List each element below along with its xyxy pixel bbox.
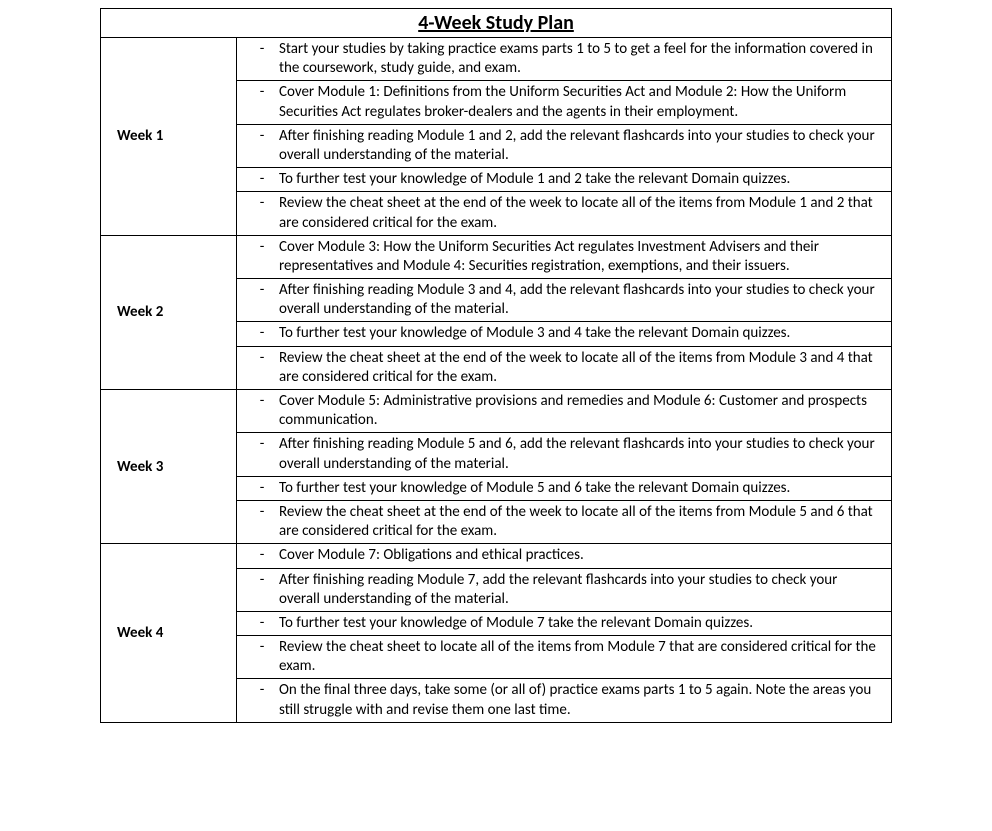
task-text: Review the cheat sheet to locate all of … — [279, 638, 881, 676]
task-text: Review the cheat sheet at the end of the… — [279, 194, 881, 232]
table-row: Week 4-Cover Module 7: Obligations and e… — [101, 544, 892, 568]
task-cell: -Cover Module 3: How the Uniform Securit… — [237, 235, 892, 278]
task-cell: -To further test your knowledge of Modul… — [237, 322, 892, 346]
task-cell: -Cover Module 7: Obligations and ethical… — [237, 544, 892, 568]
task-text: Review the cheat sheet at the end of the… — [279, 349, 881, 387]
bullet-icon: - — [245, 392, 279, 411]
task-cell: -On the final three days, take some (or … — [237, 679, 892, 722]
bullet-icon: - — [245, 83, 279, 102]
bullet-icon: - — [245, 349, 279, 368]
task-text: To further test your knowledge of Module… — [279, 324, 881, 343]
bullet-icon: - — [245, 503, 279, 522]
task-cell: -Review the cheat sheet at the end of th… — [237, 500, 892, 543]
task-text: Start your studies by taking practice ex… — [279, 40, 881, 78]
table-row: Week 3-Cover Module 5: Administrative pr… — [101, 390, 892, 433]
title-row: 4-Week Study Plan — [101, 9, 892, 38]
week-label: Week 3 — [101, 390, 237, 544]
task-text: To further test your knowledge of Module… — [279, 479, 881, 498]
task-cell: -To further test your knowledge of Modul… — [237, 168, 892, 192]
task-text: After finishing reading Module 1 and 2, … — [279, 127, 881, 165]
bullet-icon: - — [245, 281, 279, 300]
table-row: Week 1-Start your studies by taking prac… — [101, 38, 892, 81]
task-text: After finishing reading Module 3 and 4, … — [279, 281, 881, 319]
task-text: Cover Module 5: Administrative provision… — [279, 392, 881, 430]
bullet-icon: - — [245, 681, 279, 700]
week-label: Week 2 — [101, 235, 237, 389]
task-text: To further test your knowledge of Module… — [279, 170, 881, 189]
task-text: To further test your knowledge of Module… — [279, 614, 881, 633]
task-cell: -To further test your knowledge of Modul… — [237, 611, 892, 635]
task-cell: -Review the cheat sheet at the end of th… — [237, 346, 892, 389]
task-cell: -Cover Module 1: Definitions from the Un… — [237, 81, 892, 124]
bullet-icon: - — [245, 194, 279, 213]
task-text: After finishing reading Module 7, add th… — [279, 571, 881, 609]
bullet-icon: - — [245, 546, 279, 565]
task-cell: -Cover Module 5: Administrative provisio… — [237, 390, 892, 433]
task-cell: -After finishing reading Module 5 and 6,… — [237, 433, 892, 476]
task-text: Review the cheat sheet at the end of the… — [279, 503, 881, 541]
bullet-icon: - — [245, 435, 279, 454]
task-text: On the final three days, take some (or a… — [279, 681, 881, 719]
task-cell: -Start your studies by taking practice e… — [237, 38, 892, 81]
task-text: Cover Module 3: How the Uniform Securiti… — [279, 238, 881, 276]
task-cell: -To further test your knowledge of Modul… — [237, 476, 892, 500]
task-cell: -After finishing reading Module 7, add t… — [237, 568, 892, 611]
bullet-icon: - — [245, 479, 279, 498]
bullet-icon: - — [245, 638, 279, 657]
week-label: Week 4 — [101, 544, 237, 723]
task-cell: -After finishing reading Module 1 and 2,… — [237, 124, 892, 167]
task-text: After finishing reading Module 5 and 6, … — [279, 435, 881, 473]
study-plan-page: 4-Week Study Plan Week 1-Start your stud… — [0, 0, 992, 831]
task-cell: -Review the cheat sheet at the end of th… — [237, 192, 892, 235]
study-plan-table: 4-Week Study Plan Week 1-Start your stud… — [100, 8, 892, 723]
table-row: Week 2-Cover Module 3: How the Uniform S… — [101, 235, 892, 278]
bullet-icon: - — [245, 614, 279, 633]
bullet-icon: - — [245, 324, 279, 343]
bullet-icon: - — [245, 238, 279, 257]
task-text: Cover Module 1: Definitions from the Uni… — [279, 83, 881, 121]
bullet-icon: - — [245, 40, 279, 59]
task-text: Cover Module 7: Obligations and ethical … — [279, 546, 881, 565]
task-cell: -After finishing reading Module 3 and 4,… — [237, 279, 892, 322]
week-label: Week 1 — [101, 38, 237, 236]
plan-title: 4-Week Study Plan — [101, 9, 892, 38]
bullet-icon: - — [245, 170, 279, 189]
bullet-icon: - — [245, 127, 279, 146]
bullet-icon: - — [245, 571, 279, 590]
task-cell: -Review the cheat sheet to locate all of… — [237, 636, 892, 679]
